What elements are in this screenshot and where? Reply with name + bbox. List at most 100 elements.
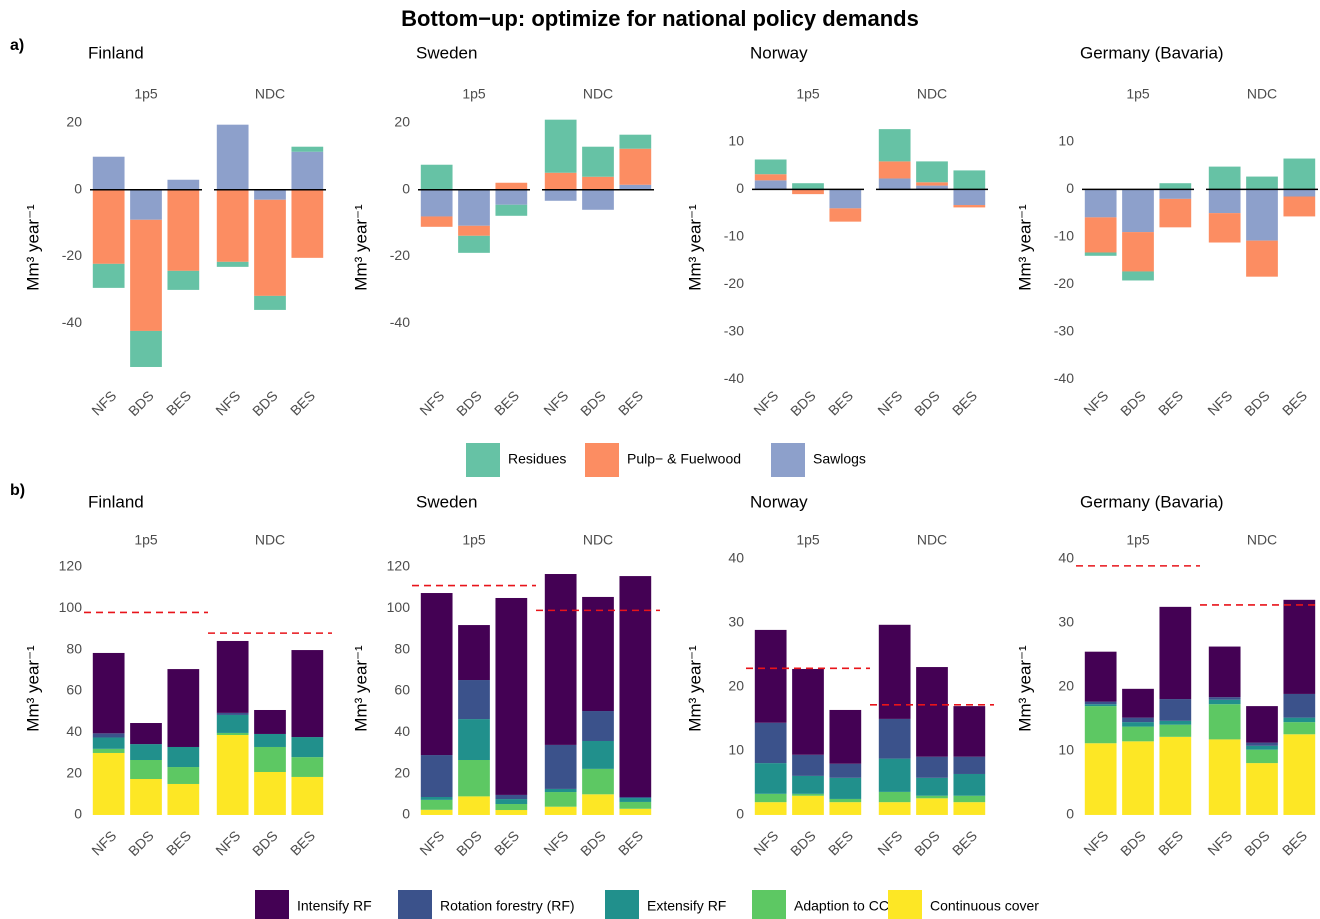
panel-title: Norway — [750, 43, 808, 62]
bar-segment — [916, 756, 948, 778]
y-tick-label: 20 — [394, 764, 410, 780]
bar-segment — [582, 740, 614, 769]
y-axis-label: Mm³ year⁻¹ — [1015, 645, 1034, 732]
bar-segment — [1246, 749, 1278, 764]
bar-segment — [582, 768, 614, 795]
bar-segment — [216, 189, 249, 262]
bar-segment — [167, 767, 200, 784]
bar-segment — [878, 791, 911, 803]
facet-label: 1p5 — [462, 86, 486, 102]
x-tick-label: BES — [287, 387, 318, 418]
bar-segment — [582, 176, 614, 190]
bar-segment — [458, 625, 490, 681]
facet-label: NDC — [255, 532, 285, 548]
bar-segment — [619, 184, 652, 190]
bar-segment — [1246, 189, 1278, 241]
facet-label: 1p5 — [462, 532, 486, 548]
x-tick-label: NFS — [1080, 387, 1111, 418]
bar-segment — [254, 199, 286, 296]
bar-segment — [1122, 726, 1154, 742]
x-tick-label: NFS — [1204, 387, 1235, 418]
y-tick-label: -10 — [724, 228, 744, 244]
bar-segment — [953, 802, 986, 815]
x-tick-label: BDS — [1117, 387, 1149, 419]
y-tick-label: 20 — [728, 678, 744, 694]
x-tick-label: NFS — [1204, 827, 1235, 858]
bar-segment — [92, 752, 125, 815]
x-tick-label: BES — [491, 827, 522, 858]
bar-segment — [619, 796, 652, 799]
facet-label: NDC — [917, 532, 947, 548]
bar-segment — [216, 732, 249, 735]
bar-segment — [291, 146, 324, 152]
bar-segment — [544, 792, 577, 807]
bar-segment — [420, 216, 453, 227]
bar-segment — [167, 189, 200, 271]
bar-segment — [916, 185, 948, 190]
x-tick-label: NFS — [750, 827, 781, 858]
x-tick-label: BDS — [911, 827, 943, 859]
bar-segment — [1283, 189, 1316, 197]
bar-segment — [291, 189, 324, 258]
bar-segment — [1159, 606, 1192, 700]
x-tick-label: BDS — [911, 387, 943, 419]
y-tick-label: -20 — [390, 247, 410, 263]
bar-segment — [1283, 599, 1316, 694]
legend-label: Intensify RF — [297, 898, 372, 914]
x-tick-label: NFS — [212, 827, 243, 858]
bar-segment — [130, 760, 162, 780]
legend-label: Adaption to CC — [794, 898, 889, 914]
bar-segment — [1208, 166, 1241, 190]
y-axis-label: Mm³ year⁻¹ — [23, 204, 42, 291]
x-tick-label: NFS — [416, 387, 447, 418]
panel-title: Finland — [88, 43, 144, 62]
bar-segment — [953, 756, 986, 774]
bar-segment — [1122, 271, 1154, 281]
y-tick-label: 20 — [394, 114, 410, 130]
x-tick-label: BDS — [249, 387, 281, 419]
x-tick-label: BES — [825, 827, 856, 858]
panel-tag: b) — [10, 482, 25, 499]
facet-label: 1p5 — [796, 532, 820, 548]
facet-label: NDC — [583, 86, 613, 102]
bar-segment — [619, 148, 652, 185]
bar-segment — [1208, 189, 1241, 214]
bar-segment — [916, 795, 948, 799]
bar-segment — [92, 263, 125, 288]
legend-label: Residues — [508, 451, 566, 467]
bar-segment — [495, 189, 528, 205]
panel-title: Finland — [88, 492, 144, 511]
bar-segment — [754, 722, 787, 764]
bar-segment — [1122, 717, 1154, 723]
bar-segment — [1084, 189, 1117, 218]
bar-segment — [1084, 217, 1117, 253]
bar-segment — [92, 737, 125, 749]
y-axis-label: Mm³ year⁻¹ — [351, 645, 370, 732]
bar-segment — [1084, 743, 1117, 815]
legend-swatch — [398, 890, 432, 919]
legend-label: Rotation forestry (RF) — [440, 898, 575, 914]
bar-segment — [167, 179, 200, 190]
bar-segment — [619, 134, 652, 149]
y-tick-label: -10 — [1054, 228, 1074, 244]
facet-label: 1p5 — [134, 532, 158, 548]
x-tick-label: NFS — [416, 827, 447, 858]
y-axis-label: Mm³ year⁻¹ — [23, 645, 42, 732]
bar-segment — [216, 714, 249, 733]
bar-segment — [953, 189, 986, 206]
bar-segment — [420, 755, 453, 797]
y-tick-label: -30 — [1054, 322, 1074, 338]
figure-title: Bottom−up: optimize for national policy … — [401, 6, 919, 31]
x-tick-label: BES — [163, 827, 194, 858]
bar-segment — [1122, 722, 1154, 727]
bar-segment — [420, 593, 453, 756]
y-tick-label: 60 — [66, 682, 82, 698]
bar-segment — [829, 709, 862, 764]
legend-swatch — [255, 890, 289, 919]
legend-swatch — [888, 890, 922, 919]
x-tick-label: BES — [1279, 387, 1310, 418]
bar-segment — [1122, 688, 1154, 718]
bar-segment — [619, 808, 652, 815]
bar-segment — [420, 809, 453, 815]
bar-segment — [916, 777, 948, 796]
